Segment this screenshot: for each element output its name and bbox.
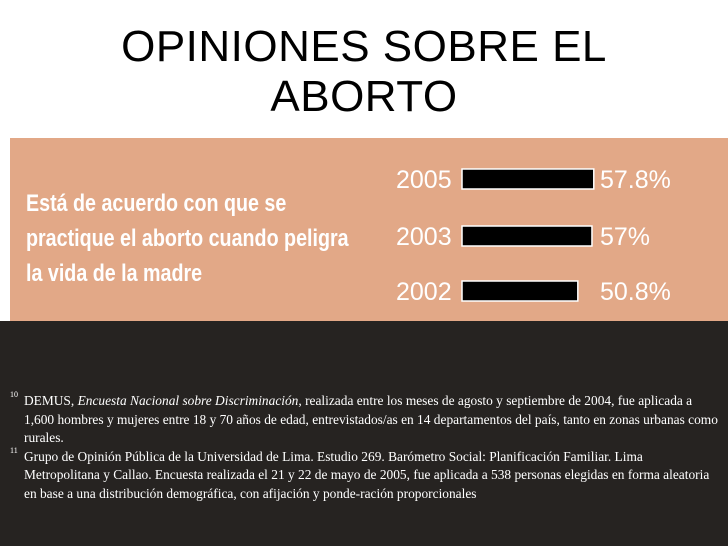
category-label-2003: 2003: [396, 223, 452, 251]
statement-line-2: practique el aborto cuando peligra: [26, 225, 349, 252]
slide-title-line-2: ABORTO: [270, 72, 458, 121]
value-label-2002: 50.8%: [600, 278, 671, 306]
footnotes: 10 DEMUS, Encuesta Nacional sobre Discrim…: [10, 390, 722, 504]
value-label-2005: 57.8%: [600, 166, 671, 194]
footnote-text: , realizada entre los meses de agosto y …: [24, 393, 718, 445]
survey-statement: Está de acuerdo con que se practique el …: [26, 186, 349, 291]
slide-title-line-1: OPINIONES SOBRE EL: [121, 22, 607, 71]
footnote-prefix: DEMUS,: [24, 393, 78, 408]
footnote-11: 11 Grupo de Opinión Pública de la Univers…: [10, 445, 722, 504]
footnote-text: Grupo de Opinión Pública de la Universid…: [24, 448, 710, 501]
footnote-number: 10: [10, 390, 18, 399]
footnote-source-title: Encuesta Nacional sobre Discriminación: [77, 393, 299, 408]
bar-2003: [461, 225, 593, 247]
value-label-2003: 57%: [600, 223, 650, 251]
category-label-2002: 2002: [396, 278, 452, 306]
footnote-number: 11: [10, 445, 18, 455]
survey-panel: Está de acuerdo con que se practique el …: [10, 138, 728, 321]
slide-title: OPINIONES SOBRE EL ABORTO: [0, 22, 728, 122]
footnote-10: 10 DEMUS, Encuesta Nacional sobre Discrim…: [10, 390, 722, 448]
bar-2002: [461, 280, 579, 302]
statement-line-3: la vida de la madre: [26, 260, 203, 287]
statement-line-1: Está de acuerdo con que se: [26, 190, 287, 217]
category-label-2005: 2005: [396, 166, 452, 194]
bar-2005: [461, 168, 595, 190]
footnote-band: [0, 321, 728, 546]
bar-chart: 2005 57.8% 2003 57% 2002 50.8%: [396, 166, 671, 306]
